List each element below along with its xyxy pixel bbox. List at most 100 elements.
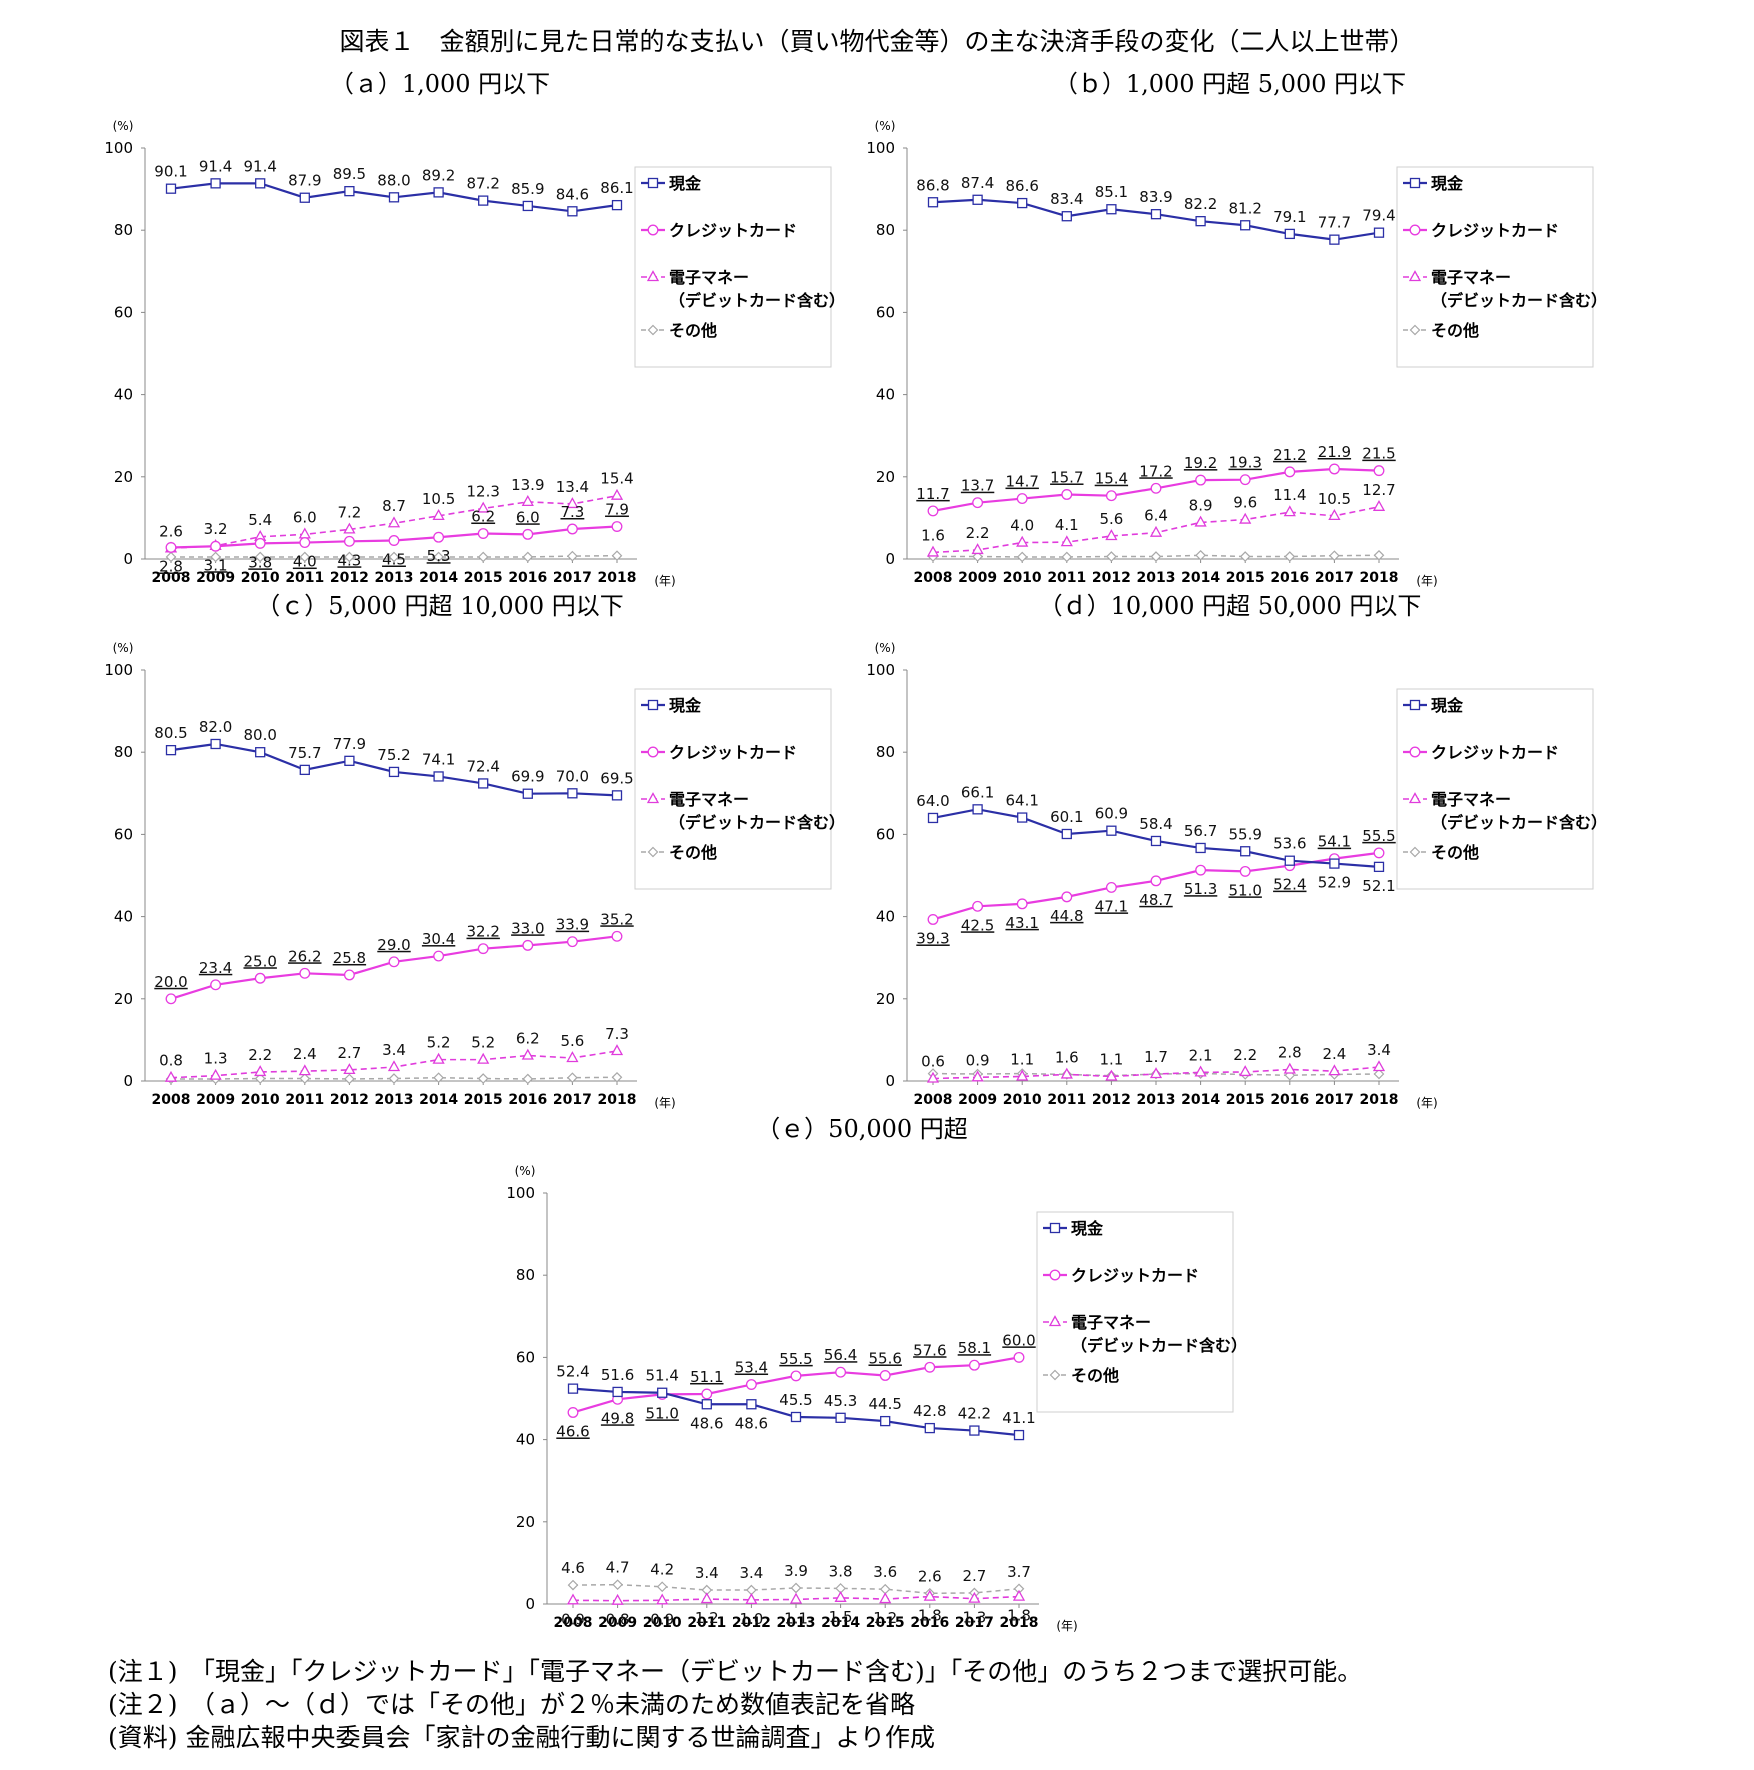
- data-label-emoney: 2.4: [1322, 1045, 1346, 1063]
- data-label-emoney: 5.6: [560, 1032, 584, 1050]
- series-credit: 11.7 13.7 14.7 15.7 15.4 17.2 19.2 19.3 21.2 21.9…: [916, 443, 1396, 517]
- x-tick-label: 2011: [285, 1092, 324, 1108]
- x-tick-label: 2015: [1226, 570, 1265, 586]
- x-tick-label: 2013: [375, 1092, 414, 1108]
- data-label-emoney: 2.2: [248, 1046, 272, 1064]
- data-label-credit: 20.0: [154, 973, 187, 991]
- x-tick-label: 2014: [1181, 1092, 1220, 1108]
- x-tick-label: 2014: [1181, 570, 1220, 586]
- series-emoney: 0.8 1.3 2.2 2.4 2.7 3.4 5.2 5.2 6.2 5.6 7.3: [159, 1025, 629, 1082]
- point-cash: [1195, 842, 1206, 854]
- series-other: [165, 1071, 623, 1085]
- point-other: [522, 1073, 534, 1085]
- point-cash: [1373, 227, 1385, 238]
- x-tick-label: 2010: [1003, 570, 1042, 586]
- data-label-credit: 21.5: [1362, 445, 1395, 463]
- y-tick-label: 40: [516, 1431, 535, 1449]
- data-label-emoney: 1.1: [1099, 1050, 1123, 1068]
- data-label-emoney: 2.4: [293, 1045, 317, 1063]
- point-emoney: [254, 1065, 267, 1077]
- legend-box: [1036, 1211, 1234, 1413]
- chart-title: （ｅ）50,000 円超: [756, 1115, 968, 1143]
- x-tick-label: 2012: [1092, 1092, 1131, 1108]
- data-label-cash: 51.6: [601, 1366, 634, 1384]
- x-tick-label: 2010: [241, 1092, 280, 1108]
- data-label-cash: 86.6: [1005, 177, 1038, 195]
- point-cash: [567, 788, 578, 799]
- data-label-credit: 3.1: [204, 556, 228, 574]
- data-label-cash: 45.5: [779, 1391, 812, 1409]
- legend-box: [634, 166, 832, 368]
- data-label-emoney: 2.2: [966, 524, 990, 542]
- series-line-other: [572, 1583, 1020, 1595]
- data-label-cash: 64.0: [916, 792, 949, 810]
- x-tick-label: 2016: [508, 1092, 547, 1108]
- point-cash: [880, 1415, 891, 1427]
- point-credit: [927, 505, 939, 517]
- x-tick-label: 2013: [1137, 1092, 1176, 1108]
- data-label-cash: 80.5: [154, 724, 187, 742]
- data-label-credit: 26.2: [288, 947, 321, 965]
- legend-label-cash: 現金: [1071, 1219, 1104, 1238]
- data-label-credit: 51.1: [690, 1368, 723, 1386]
- y-tick-label: 60: [114, 303, 133, 321]
- data-label-cash: 56.7: [1184, 822, 1217, 840]
- point-emoney: [610, 488, 624, 500]
- point-credit: [1328, 463, 1340, 475]
- point-cash: [567, 1383, 579, 1394]
- y-tick-label: 40: [114, 386, 133, 404]
- y-tick-label: 40: [114, 908, 133, 926]
- legend-label-credit: クレジットカード: [1431, 743, 1559, 762]
- data-label-credit: 4.3: [337, 551, 361, 569]
- x-tick-label: 2012: [1092, 570, 1131, 586]
- point-cash: [1061, 211, 1072, 222]
- data-label-credit: 54.1: [1318, 833, 1351, 851]
- point-credit: [879, 1370, 891, 1381]
- series-cash: 90.1 91.4 91.4 87.9 89.5 88.0 89.2 87.2 85.9 84.6…: [154, 157, 634, 217]
- x-tick-label: 2017: [553, 1092, 592, 1108]
- x-tick-label: 2008: [914, 1092, 953, 1108]
- point-credit: [701, 1388, 713, 1400]
- y-unit: (%): [113, 119, 134, 133]
- legend-marker-emoney: [1408, 270, 1422, 282]
- point-credit: [1239, 865, 1251, 877]
- data-label-emoney: 7.2: [337, 503, 361, 521]
- data-label-cash: 48.6: [735, 1414, 768, 1432]
- data-label-cash: 88.0: [377, 171, 410, 189]
- point-other: [254, 1073, 266, 1084]
- data-label-emoney: 2.1: [1189, 1046, 1213, 1064]
- data-label-emoney: 1.8: [918, 1607, 942, 1625]
- point-credit: [1105, 490, 1117, 502]
- point-emoney: [789, 1592, 803, 1604]
- point-emoney: [521, 495, 534, 507]
- point-cash: [746, 1399, 757, 1410]
- data-label-emoney: 12.3: [466, 482, 499, 500]
- legend-marker-cash: [647, 177, 659, 189]
- legend-label-other: その他: [669, 321, 717, 340]
- point-cash: [1013, 1429, 1025, 1441]
- point-emoney: [1016, 535, 1029, 547]
- data-label-cash: 91.4: [199, 157, 232, 175]
- data-label-credit: 47.1: [1095, 897, 1128, 915]
- point-cash: [611, 199, 623, 211]
- point-other: [1016, 551, 1028, 563]
- series-emoney: 2.6 3.2 5.4 6.0 7.2 8.7 10.5 12.3 13.9 13.4 15.4: [159, 470, 634, 553]
- data-label-cash: 80.0: [243, 726, 276, 744]
- legend-label-cash: 現金: [669, 696, 702, 715]
- data-label-credit: 7.9: [605, 501, 629, 519]
- data-label-credit: 60.0: [1002, 1331, 1035, 1349]
- point-emoney: [1194, 515, 1207, 527]
- data-label-emoney: 3.4: [1367, 1041, 1391, 1059]
- point-emoney: [879, 1592, 892, 1604]
- y-tick-label: 20: [114, 468, 133, 486]
- data-label-emoney: 2.8: [1278, 1043, 1302, 1061]
- data-label-cash: 66.1: [961, 783, 994, 801]
- y-tick-label: 60: [876, 303, 895, 321]
- legend-label-other: その他: [669, 843, 717, 862]
- point-other: [433, 551, 444, 563]
- x-tick-label: 2008: [152, 570, 191, 586]
- data-label-cash: 52.4: [556, 1363, 589, 1381]
- point-emoney: [1194, 1065, 1207, 1077]
